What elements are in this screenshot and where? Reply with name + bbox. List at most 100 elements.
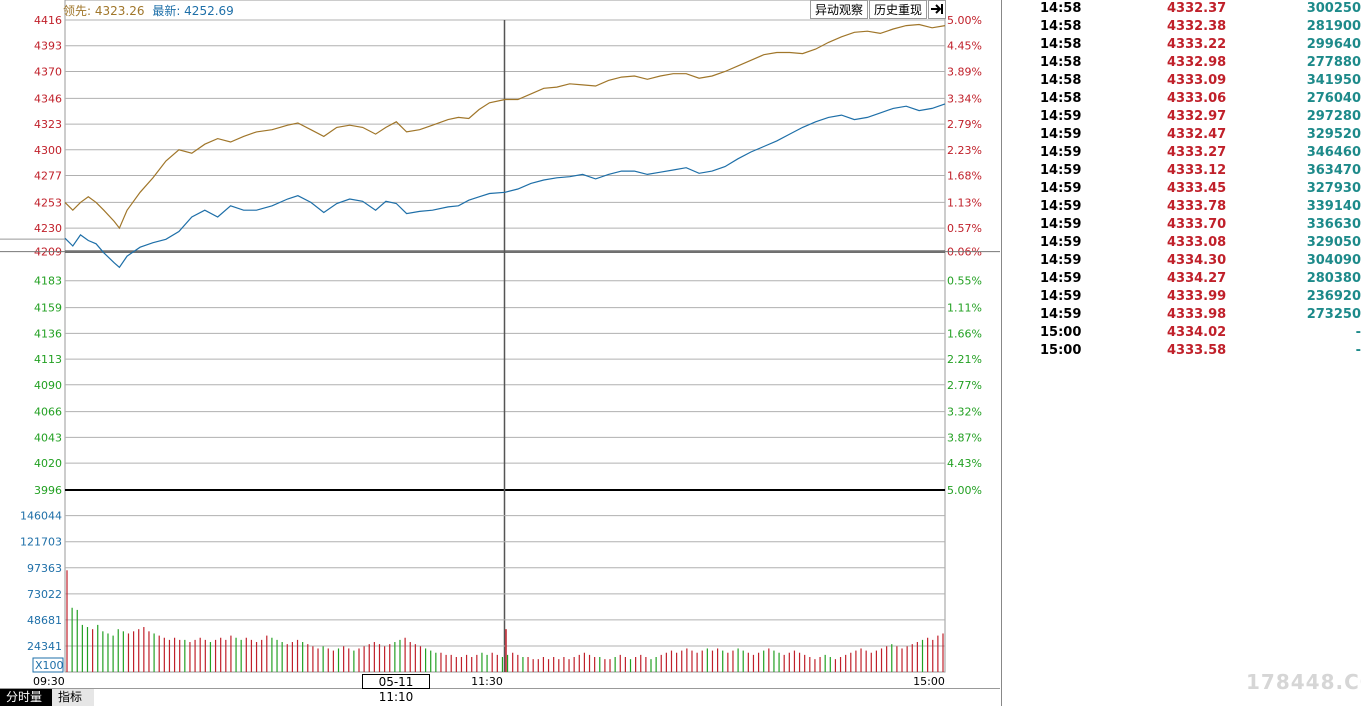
tick-row[interactable]: 14:59 4334.30 304090 <box>1003 252 1361 270</box>
tick-time: 14:59 <box>1040 271 1082 286</box>
x-tick-label: 15:00 <box>913 675 945 688</box>
tick-row[interactable]: 14:59 4333.98 273250 <box>1003 306 1361 324</box>
pct-tick-label: 2.21% <box>947 353 982 366</box>
tick-volume: 329050 <box>1306 235 1361 250</box>
tick-row[interactable]: 15:00 4334.02 - <box>1003 324 1361 342</box>
tick-time: 14:58 <box>1040 1 1082 16</box>
tick-row[interactable]: 14:59 4333.27 346460 <box>1003 144 1361 162</box>
tick-price: 4333.70 <box>1167 217 1227 232</box>
pct-tick-label: 1.11% <box>947 302 982 315</box>
tick-time: 14:59 <box>1040 109 1082 124</box>
exit-arrow-icon-graphic <box>931 4 943 14</box>
tick-price: 4332.97 <box>1167 109 1227 124</box>
tick-volume: - <box>1355 325 1361 340</box>
tick-row[interactable]: 14:59 4333.45 327930 <box>1003 180 1361 198</box>
pct-tick-label: 1.13% <box>947 196 982 209</box>
tick-row[interactable]: 14:59 4334.27 280380 <box>1003 270 1361 288</box>
price-tick-label: 4183 <box>34 275 62 288</box>
tick-row[interactable]: 14:58 4333.09 341950 <box>1003 72 1361 90</box>
price-tick-label: 4393 <box>34 40 62 53</box>
pct-tick-label: 3.32% <box>947 406 982 419</box>
volume-tick-label: 146044 <box>20 510 62 523</box>
price-tick-label: 4020 <box>34 457 62 470</box>
tick-time: 15:00 <box>1040 325 1082 340</box>
tick-time: 14:59 <box>1040 235 1082 250</box>
tick-time: 14:58 <box>1040 37 1082 52</box>
tick-price: 4333.08 <box>1167 235 1227 250</box>
history-replay-button[interactable]: 历史重现 <box>869 0 927 19</box>
pct-tick-label: 3.89% <box>947 65 982 78</box>
pct-tick-label: 1.66% <box>947 327 982 340</box>
tab-indicators[interactable]: 指标 <box>52 689 94 706</box>
tick-list[interactable]: 14:58 4332.37 300250 14:58 4332.38 281900 14:5… <box>1003 0 1361 360</box>
tick-volume: 281900 <box>1306 19 1361 34</box>
watermark: 178448.COM <box>1246 670 1361 694</box>
volume-unit-box <box>32 657 64 673</box>
tick-row[interactable]: 14:59 4332.47 329520 <box>1003 126 1361 144</box>
tick-time: 14:58 <box>1040 91 1082 106</box>
tick-row[interactable]: 14:58 4332.38 281900 <box>1003 18 1361 36</box>
tick-volume: 277880 <box>1306 55 1361 70</box>
tick-price: 4334.27 <box>1167 271 1227 286</box>
tick-row[interactable]: 14:59 4333.70 336630 <box>1003 216 1361 234</box>
tick-volume: 329520 <box>1306 127 1361 142</box>
pct-tick-label: 2.23% <box>947 144 982 157</box>
tick-price: 4332.38 <box>1167 19 1227 34</box>
tick-volume: 299640 <box>1306 37 1361 52</box>
volume-tick-label: 48681 <box>27 614 62 627</box>
volume-tick-label: 121703 <box>20 536 62 549</box>
pct-tick-label: 2.79% <box>947 118 982 131</box>
tick-price: 4334.02 <box>1167 325 1227 340</box>
tick-row[interactable]: 14:58 4332.37 300250 <box>1003 0 1361 18</box>
exit-arrow-icon[interactable] <box>928 0 946 19</box>
tick-price: 4333.22 <box>1167 37 1227 52</box>
price-tick-label: 4370 <box>34 65 62 78</box>
pct-tick-label: 3.34% <box>947 92 982 105</box>
tick-row[interactable]: 14:59 4333.78 339140 <box>1003 198 1361 216</box>
tick-price: 4333.09 <box>1167 73 1227 88</box>
pct-tick-label: 4.45% <box>947 40 982 53</box>
price-tick-label: 4416 <box>34 14 62 27</box>
tick-volume: 341950 <box>1306 73 1361 88</box>
tick-price: 4333.27 <box>1167 145 1227 160</box>
pct-tick-label: 3.87% <box>947 431 982 444</box>
tick-row[interactable]: 14:58 4333.22 299640 <box>1003 36 1361 54</box>
volume-unit-label: X100 <box>35 659 64 672</box>
tick-row[interactable]: 14:58 4332.98 277880 <box>1003 54 1361 72</box>
tick-time: 14:59 <box>1040 253 1082 268</box>
tick-price: 4333.45 <box>1167 181 1227 196</box>
tick-time: 14:58 <box>1040 73 1082 88</box>
anomaly-watch-button[interactable]: 异动观察 <box>810 0 868 19</box>
tick-volume: 297280 <box>1306 109 1361 124</box>
price-tick-label: 4253 <box>34 196 62 209</box>
x-tick-label: 09:30 <box>33 675 65 688</box>
tick-price: 4333.98 <box>1167 307 1227 322</box>
price-tick-label: 4113 <box>34 353 62 366</box>
price-tick-label: 4043 <box>34 431 62 444</box>
tick-row[interactable]: 14:58 4333.06 276040 <box>1003 90 1361 108</box>
tick-price: 4333.78 <box>1167 199 1227 214</box>
tick-row[interactable]: 14:59 4333.99 236920 <box>1003 288 1361 306</box>
price-tick-label: 4159 <box>34 302 62 315</box>
tick-row[interactable]: 14:59 4333.08 329050 <box>1003 234 1361 252</box>
latest-value-label: 最新: 4252.69 <box>152 4 234 18</box>
tick-time: 14:59 <box>1040 199 1082 214</box>
tick-time: 14:58 <box>1040 55 1082 70</box>
tick-volume: 339140 <box>1306 199 1361 214</box>
chart-header: 领先: 4323.26 最新: 4252.69 <box>63 2 234 19</box>
tick-volume: 276040 <box>1306 91 1361 106</box>
pct-tick-label: 0.57% <box>947 222 982 235</box>
price-tick-label: 4300 <box>34 144 62 157</box>
tick-row[interactable]: 14:59 4332.97 297280 <box>1003 108 1361 126</box>
tick-time: 14:59 <box>1040 289 1082 304</box>
tick-time: 14:59 <box>1040 127 1082 142</box>
tick-row[interactable]: 14:59 4333.12 363470 <box>1003 162 1361 180</box>
tick-time: 14:58 <box>1040 19 1082 34</box>
price-tick-label: 4136 <box>34 327 62 340</box>
price-tick-label: 4066 <box>34 406 62 419</box>
tab-time-volume[interactable]: 分时量 <box>0 689 52 706</box>
tick-row[interactable]: 15:00 4333.58 - <box>1003 342 1361 360</box>
tick-volume: 280380 <box>1306 271 1361 286</box>
tick-volume: 300250 <box>1306 1 1361 16</box>
